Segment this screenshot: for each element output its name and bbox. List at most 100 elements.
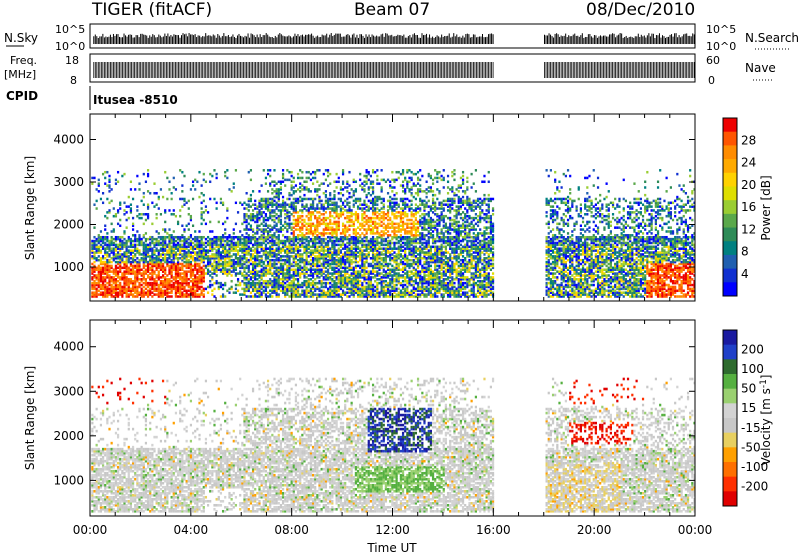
echo-cell [288,197,291,201]
echo-cell [249,255,253,258]
echo-cell [322,260,325,264]
echo-cell [157,243,160,247]
echo-cell [258,199,261,203]
echo-cell [341,266,345,270]
echo-cell [292,270,295,273]
echo-cell [324,218,328,222]
echo-cell [318,184,321,187]
echo-cell [314,228,317,231]
echo-cell [329,295,332,298]
echo-cell [256,255,259,258]
echo-cell [221,251,225,254]
echo-cell [296,247,300,250]
echo-cell [241,274,244,277]
echo-cell [301,197,304,201]
echo-cell [305,188,308,191]
echo-cell [341,253,345,256]
echo-cell [187,253,190,256]
echo-cell [211,241,214,245]
echo-cell [104,170,107,174]
echo-cell [296,279,300,283]
echo-cell [200,213,203,216]
echo-cell [363,180,366,184]
echo-cell [161,283,165,287]
echo-cell [292,285,295,289]
echo-cell [311,239,315,243]
echo-cell [243,289,246,293]
echo-cell [127,287,130,291]
echo-cell [271,218,274,222]
echo-cell [243,253,246,256]
echo-cell [305,235,308,239]
echo-cell [185,241,188,245]
echo-cell [260,278,263,281]
echo-cell [168,283,171,287]
echo-cell [290,201,293,205]
echo-cell [356,283,360,287]
echo-cell [316,264,319,268]
echo-cell [224,268,227,271]
echo-cell [97,270,100,273]
echo-cell [352,293,355,296]
echo-cell [361,258,364,262]
echo-cell [320,232,323,235]
echo-cell [196,293,199,296]
echo-cell [116,211,120,214]
echo-cell [106,287,109,291]
echo-cell [301,205,304,208]
echo-cell [363,278,366,281]
echo-cell [279,289,283,293]
echo-cell [290,180,293,184]
echo-cell [256,283,259,287]
echo-cell [275,190,278,193]
echo-cell [294,285,298,289]
echo-cell [365,281,368,285]
echo-cell [106,243,109,247]
echo-cell [224,170,227,174]
echo-cell [108,201,111,205]
echo-cell [354,211,358,214]
echo-cell [264,266,268,270]
echo-cell [363,289,366,293]
echo-cell [281,285,285,289]
echo-cell [256,226,259,229]
echo-cell [142,241,145,245]
echo-cell [153,262,156,266]
echo-cell [262,260,265,264]
echo-cell [110,239,113,243]
echo-cell [116,253,120,256]
echo-cell [269,209,272,212]
echo-cell [144,218,148,222]
echo-cell [140,272,143,275]
echo-cell [224,251,227,254]
echo-cell [146,207,150,210]
echo-cell [211,237,214,241]
echo-cell [123,264,126,268]
echo-cell [320,237,323,241]
echo-cell [318,258,321,262]
echo-cell [292,283,295,287]
echo-cell [337,285,340,289]
echo-cell [196,241,199,245]
echo-cell [108,249,111,252]
echo-cell [316,237,319,241]
echo-cell [294,283,298,287]
echo-cell [183,270,186,273]
echo-cell [121,243,124,247]
echo-cell [363,293,366,296]
echo-cell [305,249,308,252]
echo-cell [359,295,362,298]
echo-cell [202,279,205,283]
echo-cell [266,264,270,268]
echo-cell [146,268,150,271]
echo-cell [354,199,358,203]
echo-cell [363,220,366,224]
echo-cell [224,235,227,239]
echo-cell [279,241,283,245]
echo-cell [142,213,145,216]
echo-cell [155,230,158,233]
echo-cell [284,291,287,294]
echo-cell [243,216,246,220]
echo-cell [108,278,111,281]
echo-cell [341,278,345,281]
